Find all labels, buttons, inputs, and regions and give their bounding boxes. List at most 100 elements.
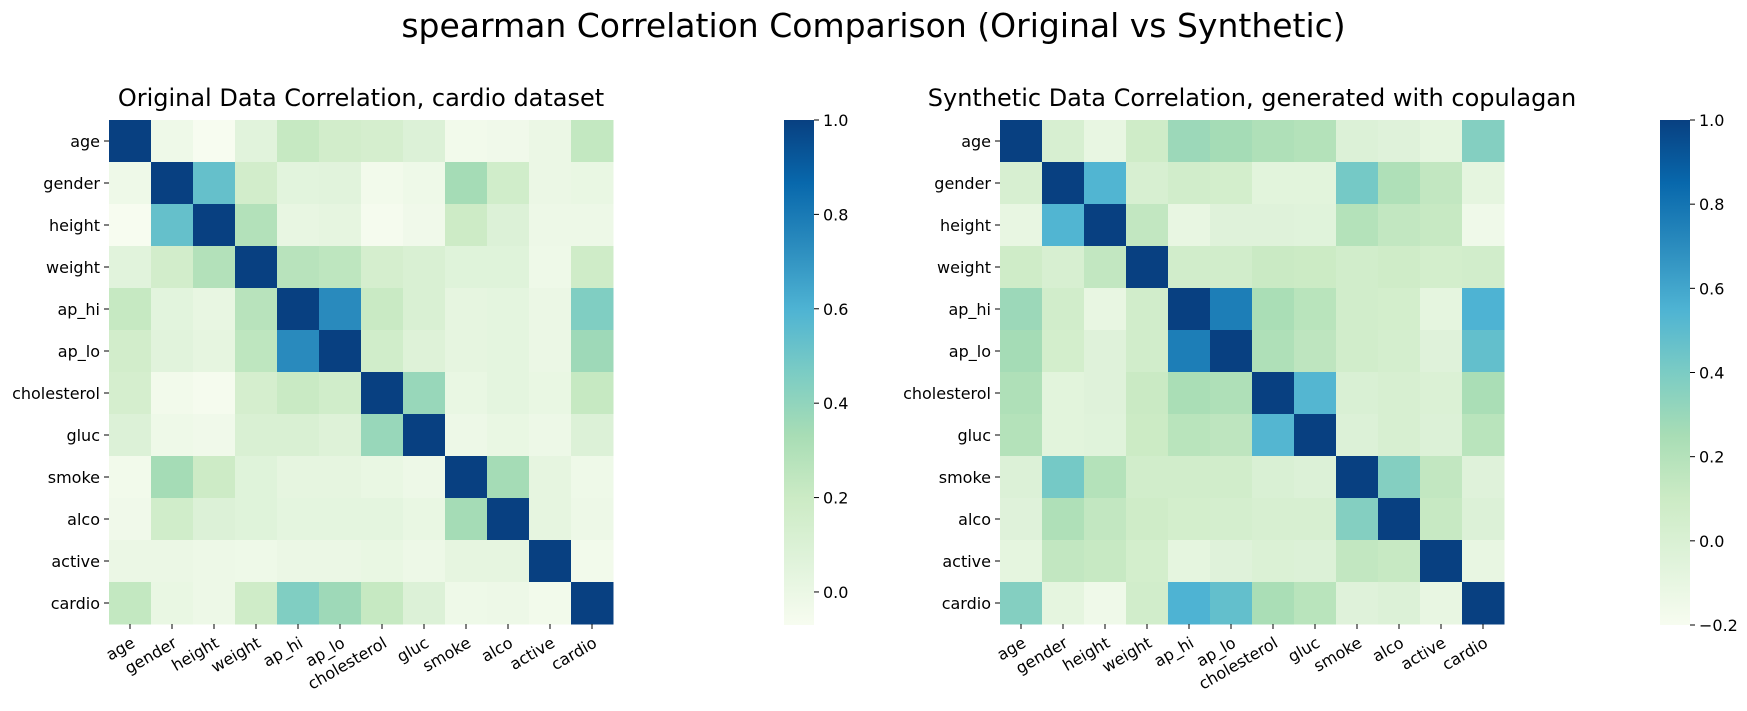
y-tick-label: active bbox=[51, 552, 100, 571]
heatmap-cell bbox=[1294, 582, 1337, 625]
colorbar-tick-label: 1.0 bbox=[823, 111, 848, 130]
heatmap-cell bbox=[529, 582, 572, 625]
x-tick-label: smoke bbox=[1310, 633, 1365, 676]
heatmap-cell bbox=[1420, 582, 1463, 625]
heatmap-cell bbox=[1420, 540, 1463, 583]
heatmap-cell bbox=[1462, 414, 1505, 457]
heatmap-cell bbox=[277, 120, 320, 163]
y-tick-label: gender bbox=[934, 174, 991, 193]
heatmap-cell bbox=[277, 414, 320, 457]
colorbar-tick-label: 0.2 bbox=[823, 489, 848, 508]
heatmap-cell bbox=[487, 540, 530, 583]
heatmap-cell bbox=[487, 330, 530, 373]
heatmap-cell bbox=[571, 372, 614, 415]
heatmap-cell bbox=[1084, 288, 1127, 331]
heatmap-cell bbox=[1336, 498, 1379, 541]
heatmap-cell bbox=[1252, 456, 1295, 499]
heatmap-cell bbox=[403, 498, 446, 541]
y-tick-label: ap_lo bbox=[58, 342, 100, 362]
heatmap-cell bbox=[445, 246, 488, 289]
heatmap-cell bbox=[193, 414, 236, 457]
heatmap-cell bbox=[1378, 288, 1421, 331]
heatmap-cell bbox=[193, 498, 236, 541]
heatmap-cell bbox=[1168, 120, 1211, 163]
heatmap-cell bbox=[361, 120, 404, 163]
colorbar-tick-label: 0.8 bbox=[823, 205, 848, 224]
colorbar-tick-label: 0.4 bbox=[823, 394, 848, 413]
heatmap-cell bbox=[529, 372, 572, 415]
heatmap-cell bbox=[445, 120, 488, 163]
heatmap-cell bbox=[235, 288, 278, 331]
colorbar-tick-label: −0.2 bbox=[1699, 616, 1738, 635]
heatmap-cell bbox=[1420, 288, 1463, 331]
heatmap-cell bbox=[277, 372, 320, 415]
heatmap-cell bbox=[235, 498, 278, 541]
colorbar-tick-label: 0.6 bbox=[1699, 279, 1724, 298]
heatmap-cell bbox=[151, 288, 194, 331]
heatmap-cell bbox=[529, 120, 572, 163]
heatmap-cell bbox=[1042, 288, 1085, 331]
heatmap-cell bbox=[109, 120, 152, 163]
heatmap-cell bbox=[1126, 246, 1169, 289]
heatmap-cell bbox=[403, 540, 446, 583]
heatmap-cell bbox=[151, 498, 194, 541]
heatmap-cell bbox=[445, 162, 488, 205]
heatmap-cell bbox=[109, 498, 152, 541]
heatmap-cell bbox=[1210, 372, 1253, 415]
heatmap-cell bbox=[361, 498, 404, 541]
x-tick-label: cardio bbox=[1439, 633, 1491, 674]
heatmap-cell bbox=[277, 498, 320, 541]
heatmap-cell bbox=[1126, 288, 1169, 331]
heatmap-cell bbox=[235, 162, 278, 205]
heatmap-cell bbox=[1462, 540, 1505, 583]
heatmap-cell bbox=[403, 372, 446, 415]
heatmap-cell bbox=[1378, 456, 1421, 499]
heatmap-cell bbox=[193, 372, 236, 415]
heatmap-cell bbox=[1378, 414, 1421, 457]
heatmap-cell bbox=[277, 330, 320, 373]
heatmap-cell bbox=[1294, 330, 1337, 373]
heatmap-cell bbox=[571, 330, 614, 373]
heatmap-cell bbox=[445, 498, 488, 541]
heatmap-cell bbox=[193, 456, 236, 499]
y-tick-label: ap_hi bbox=[948, 300, 991, 320]
heatmap-cell bbox=[235, 540, 278, 583]
heatmap-cell bbox=[1084, 330, 1127, 373]
colorbar-tick-label: 0.2 bbox=[1699, 448, 1724, 467]
heatmap-cell bbox=[1462, 120, 1505, 163]
heatmap-cell bbox=[1084, 582, 1127, 625]
heatmap-cell bbox=[487, 204, 530, 247]
colorbar bbox=[1660, 120, 1690, 625]
heatmap-cell bbox=[109, 330, 152, 373]
heatmap-cell bbox=[109, 372, 152, 415]
heatmap-cell bbox=[1084, 456, 1127, 499]
heatmap-cell bbox=[277, 162, 320, 205]
heatmap-cell bbox=[529, 204, 572, 247]
heatmap-cell bbox=[571, 162, 614, 205]
heatmap-cell bbox=[361, 330, 404, 373]
heatmap-cell bbox=[403, 162, 446, 205]
heatmap-cell bbox=[529, 540, 572, 583]
heatmap-cell bbox=[1042, 204, 1085, 247]
heatmap-cell bbox=[1378, 162, 1421, 205]
heatmap-cell bbox=[1462, 162, 1505, 205]
heatmap-cell bbox=[1294, 372, 1337, 415]
heatmap-cell bbox=[193, 288, 236, 331]
heatmap-cell bbox=[361, 372, 404, 415]
colorbar-tick-label: 0.8 bbox=[1699, 195, 1724, 214]
heatmap-cell bbox=[445, 288, 488, 331]
heatmap-cell bbox=[571, 414, 614, 457]
heatmap-cell bbox=[361, 162, 404, 205]
heatmap-cell bbox=[487, 288, 530, 331]
heatmap-cell bbox=[1336, 246, 1379, 289]
heatmap-cell bbox=[1210, 246, 1253, 289]
heatmap-cell bbox=[1168, 456, 1211, 499]
heatmap-cell bbox=[193, 246, 236, 289]
heatmap-cell bbox=[529, 498, 572, 541]
colorbar-tick-label: 0.0 bbox=[823, 583, 848, 602]
heatmap-cell bbox=[193, 120, 236, 163]
heatmap-cell bbox=[1294, 204, 1337, 247]
x-tick-label: ap_hi bbox=[260, 633, 307, 672]
heatmap-cell bbox=[1252, 204, 1295, 247]
